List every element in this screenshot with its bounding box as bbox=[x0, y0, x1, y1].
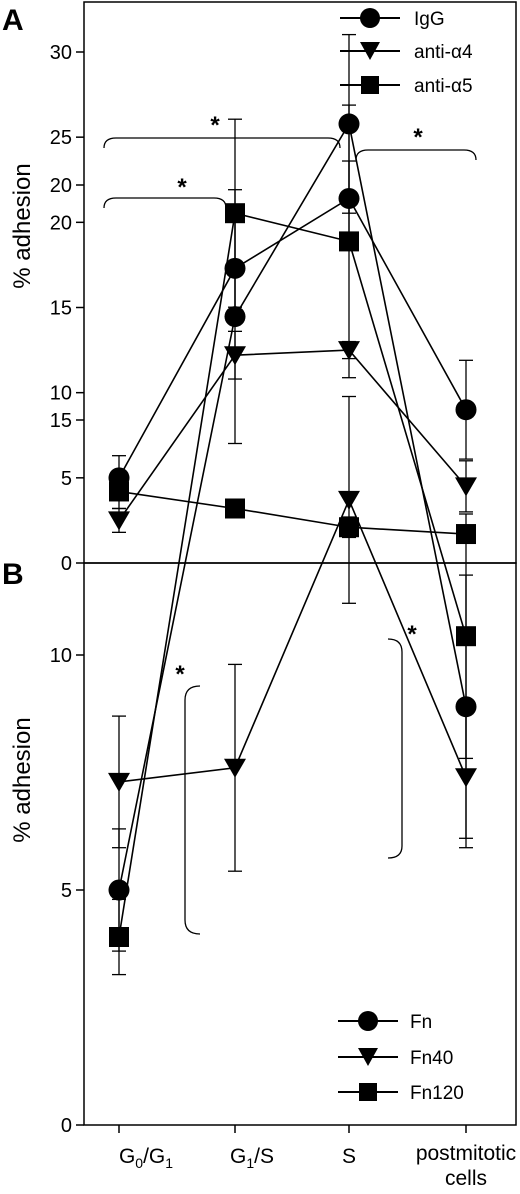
series-line bbox=[118, 212, 467, 938]
data-point bbox=[108, 772, 130, 792]
series-line bbox=[118, 490, 467, 535]
significance-star: * bbox=[413, 124, 423, 151]
panel-b-axes: 0 5 10 15 20 bbox=[50, 175, 517, 1137]
panel-b-ytick-label: 20 bbox=[50, 175, 72, 197]
data-point bbox=[224, 306, 246, 328]
legend-label-fn120: Fn120 bbox=[410, 1083, 464, 1104]
panel-label-a: A bbox=[2, 4, 24, 37]
panel-b-ytick-label: 10 bbox=[50, 645, 72, 667]
significance-bracket bbox=[184, 685, 201, 935]
panel-a-ytick-label: 20 bbox=[50, 212, 72, 234]
panel-b-significance: ** bbox=[175, 621, 417, 935]
legend-entry-anti-a4: anti-α4 bbox=[340, 42, 473, 63]
series-fn bbox=[108, 33, 477, 952]
legend-label-anti-a4: anti-α4 bbox=[414, 42, 473, 63]
panel-b-ytick-label: 15 bbox=[50, 410, 72, 432]
panel-b-legend: Fn Fn40 Fn120 bbox=[338, 1011, 464, 1104]
category-label-cells: cells bbox=[445, 1167, 487, 1190]
x-axis-categories: G0/G1 G1/S S postmitotic cells bbox=[119, 1142, 516, 1190]
series-anti-4 bbox=[108, 330, 477, 533]
data-point bbox=[455, 477, 477, 497]
panel-a-ytick-label: 0 bbox=[61, 553, 72, 575]
series-fn120 bbox=[109, 104, 476, 976]
data-point bbox=[225, 203, 245, 224]
data-point bbox=[109, 481, 129, 502]
data-point bbox=[456, 626, 476, 647]
panel-b-ytick-label: 0 bbox=[61, 1115, 72, 1137]
data-point bbox=[338, 490, 360, 510]
panel-a-ytick-label: 5 bbox=[61, 468, 72, 490]
panel-b-ylabel: % adhesion bbox=[9, 717, 36, 842]
panel-a-significance: * * * bbox=[103, 112, 477, 209]
data-point bbox=[339, 231, 359, 252]
panel-a-ytick-label: 25 bbox=[50, 127, 72, 149]
panel-a-legend: IgG anti-α4 anti-α5 bbox=[340, 8, 473, 97]
data-point bbox=[225, 498, 245, 519]
category-label-s: S bbox=[342, 1145, 356, 1168]
data-point bbox=[455, 768, 477, 788]
series-line bbox=[118, 121, 467, 891]
significance-bracket bbox=[103, 197, 227, 209]
series-line bbox=[118, 349, 467, 521]
significance-bracket bbox=[387, 638, 403, 859]
legend-label-anti-a5: anti-α5 bbox=[414, 76, 473, 97]
panel-b-frame bbox=[83, 562, 517, 1126]
panel-a-ytick-label: 10 bbox=[50, 383, 72, 405]
panel-label-b: B bbox=[2, 558, 24, 591]
significance-star: * bbox=[177, 174, 187, 201]
series-igg bbox=[108, 160, 477, 501]
series-line bbox=[118, 497, 467, 783]
significance-bracket bbox=[103, 137, 341, 149]
panel-a: A 0 5 10 15 20 25 30 % adhesion * * * IgG anti-α… bbox=[2, 1, 517, 575]
category-label-postmitotic: postmitotic bbox=[416, 1142, 516, 1165]
panel-b-ytick-label: 5 bbox=[61, 880, 72, 902]
panel-a-ytick-label: 30 bbox=[50, 42, 72, 64]
panel-a-ylabel: % adhesion bbox=[9, 163, 36, 288]
legend-entry-anti-a5: anti-α5 bbox=[340, 76, 473, 97]
panel-b-series bbox=[108, 33, 477, 976]
panel-a-ytick-label: 15 bbox=[50, 298, 72, 320]
data-point bbox=[108, 511, 130, 531]
series-fn40 bbox=[108, 395, 477, 872]
legend-entry-fn120: Fn120 bbox=[338, 1083, 464, 1104]
legend-entry-fn: Fn bbox=[338, 1011, 432, 1033]
significance-bracket bbox=[355, 149, 477, 161]
data-point bbox=[455, 399, 477, 421]
legend-entry-fn40: Fn40 bbox=[338, 1048, 453, 1069]
category-label-g1s: G1/S bbox=[230, 1145, 274, 1171]
legend-label-fn: Fn bbox=[410, 1012, 432, 1033]
series-line bbox=[118, 197, 467, 479]
legend-entry-igg: IgG bbox=[340, 8, 445, 30]
significance-star: * bbox=[210, 112, 220, 139]
significance-star: * bbox=[407, 621, 417, 648]
data-point bbox=[109, 927, 129, 947]
category-label-g0g1: G0/G1 bbox=[119, 1145, 173, 1171]
data-point bbox=[224, 758, 246, 778]
legend-label-fn40: Fn40 bbox=[410, 1048, 453, 1069]
legend-label-igg: IgG bbox=[414, 9, 445, 30]
significance-star: * bbox=[175, 661, 185, 688]
data-point bbox=[108, 879, 130, 901]
